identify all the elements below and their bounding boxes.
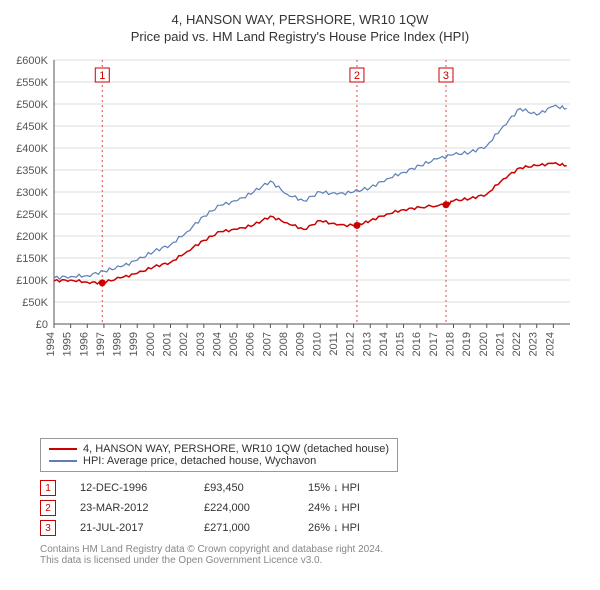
event-date: 21-JUL-2017 [80,522,180,534]
svg-text:2000: 2000 [145,332,157,356]
svg-text:2008: 2008 [278,332,290,356]
svg-text:£350K: £350K [16,165,48,177]
event-price: £224,000 [204,502,284,514]
legend: 4, HANSON WAY, PERSHORE, WR10 1QW (detac… [40,438,398,472]
svg-text:2010: 2010 [311,332,323,356]
svg-text:2022: 2022 [511,332,523,356]
legend-row-hpi: HPI: Average price, detached house, Wych… [49,455,389,467]
svg-text:£200K: £200K [16,231,48,243]
svg-text:2024: 2024 [544,332,556,356]
svg-text:1999: 1999 [128,332,140,356]
svg-text:£500K: £500K [16,99,48,111]
event-marker-box: 2 [40,500,56,516]
legend-swatch-price-paid [49,448,77,450]
svg-text:2018: 2018 [444,332,456,356]
legend-row-price-paid: 4, HANSON WAY, PERSHORE, WR10 1QW (detac… [49,443,389,455]
chart-title-2: Price paid vs. HM Land Registry's House … [10,29,590,44]
chart: £0 £50K £100K £150K £200K £250K £300K £350K £400… [10,54,580,394]
svg-text:2013: 2013 [361,332,373,356]
svg-text:2001: 2001 [162,332,174,356]
svg-text:£50K: £50K [22,297,48,309]
svg-text:1: 1 [99,70,105,82]
svg-text:2012: 2012 [345,332,357,356]
event-date: 12-DEC-1996 [80,482,180,494]
chart-title-1: 4, HANSON WAY, PERSHORE, WR10 1QW [10,12,590,27]
svg-text:2021: 2021 [494,332,506,356]
svg-text:1998: 1998 [112,332,124,356]
chart-svg: £0 £50K £100K £150K £200K £250K £300K £350K £400… [10,54,580,394]
svg-text:2011: 2011 [328,332,340,356]
svg-text:1996: 1996 [78,332,90,356]
svg-text:2002: 2002 [178,332,190,356]
event-date: 23-MAR-2012 [80,502,180,514]
svg-text:£450K: £450K [16,121,48,133]
footer-line-1: Contains HM Land Registry data © Crown c… [40,544,588,555]
event-delta: 24% ↓ HPI [308,502,398,514]
svg-text:£150K: £150K [16,253,48,265]
svg-text:£300K: £300K [16,187,48,199]
svg-text:£250K: £250K [16,209,48,221]
svg-text:1997: 1997 [95,332,107,356]
event-price: £93,450 [204,482,284,494]
svg-text:3: 3 [443,70,449,82]
event-delta: 15% ↓ HPI [308,482,398,494]
event-row: 1 12-DEC-1996 £93,450 15% ↓ HPI [40,480,588,496]
svg-text:£100K: £100K [16,275,48,287]
svg-text:2020: 2020 [478,332,490,356]
legend-label-hpi: HPI: Average price, detached house, Wych… [83,455,316,467]
svg-text:2015: 2015 [395,332,407,356]
svg-text:2009: 2009 [295,332,307,356]
event-marker-box: 3 [40,520,56,536]
svg-text:1994: 1994 [45,332,57,356]
legend-label-price-paid: 4, HANSON WAY, PERSHORE, WR10 1QW (detac… [83,443,389,455]
svg-text:2004: 2004 [211,332,223,356]
event-price: £271,000 [204,522,284,534]
footer: Contains HM Land Registry data © Crown c… [40,544,588,566]
event-marker-box: 1 [40,480,56,496]
svg-text:2017: 2017 [428,332,440,356]
svg-text:2006: 2006 [245,332,257,356]
event-row: 3 21-JUL-2017 £271,000 26% ↓ HPI [40,520,588,536]
footer-line-2: This data is licensed under the Open Gov… [40,555,588,566]
event-delta: 26% ↓ HPI [308,522,398,534]
svg-text:£400K: £400K [16,143,48,155]
legend-swatch-hpi [49,460,77,462]
svg-text:2023: 2023 [528,332,540,356]
events-table: 1 12-DEC-1996 £93,450 15% ↓ HPI 2 23-MAR-2012… [40,480,588,536]
svg-text:2003: 2003 [195,332,207,356]
event-row: 2 23-MAR-2012 £224,000 24% ↓ HPI [40,500,588,516]
svg-text:2016: 2016 [411,332,423,356]
svg-text:1995: 1995 [62,332,74,356]
svg-text:£600K: £600K [16,55,48,67]
svg-text:2019: 2019 [461,332,473,356]
svg-text:2007: 2007 [261,332,273,356]
svg-text:2005: 2005 [228,332,240,356]
svg-text:2014: 2014 [378,332,390,356]
svg-text:£550K: £550K [16,77,48,89]
svg-text:2: 2 [354,70,360,82]
svg-text:£0: £0 [36,319,48,331]
